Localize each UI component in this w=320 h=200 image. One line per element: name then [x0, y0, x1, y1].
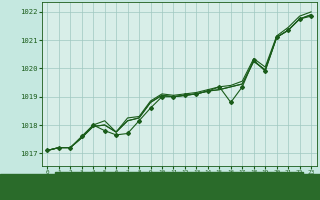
- X-axis label: Graphe pression niveau de la mer (hPa): Graphe pression niveau de la mer (hPa): [60, 178, 298, 188]
